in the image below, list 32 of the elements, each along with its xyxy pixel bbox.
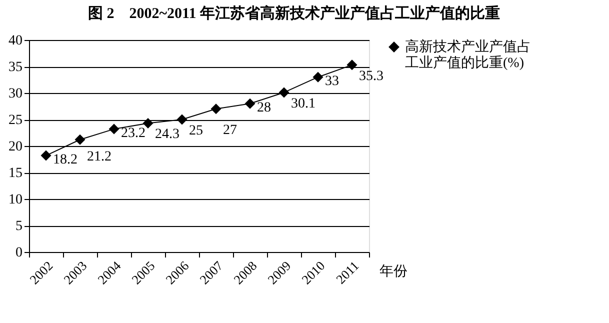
y-tick-label: 40 xyxy=(8,34,22,48)
point xyxy=(278,87,290,98)
point xyxy=(244,98,256,109)
y-tick-label: 0 xyxy=(16,246,22,260)
point xyxy=(176,114,188,125)
point xyxy=(346,60,358,70)
y-tick-label: 15 xyxy=(8,166,22,181)
point xyxy=(142,118,154,128)
y-tick-label: 35 xyxy=(8,60,22,75)
y-tick-label: 10 xyxy=(8,192,22,208)
y-tick-label: 5 xyxy=(16,219,22,234)
data-label: 18.2 xyxy=(53,152,78,168)
chart-title: 图 2 2002~2011 年江苏省高新技术产业产值占工业产值的比重 xyxy=(88,4,500,22)
data-label: 27 xyxy=(223,122,237,138)
y-tick-label: 25 xyxy=(8,113,22,128)
data-label: 23.2 xyxy=(121,126,146,142)
data-label: 33 xyxy=(325,74,339,90)
point xyxy=(74,134,86,145)
data-label: 24.3 xyxy=(155,127,180,142)
point xyxy=(210,104,222,114)
point xyxy=(108,124,120,134)
data-label: 35.3 xyxy=(359,68,384,84)
x-axis-title: 年份 xyxy=(380,264,408,280)
data-label: 25 xyxy=(189,124,203,138)
point xyxy=(312,72,324,82)
point xyxy=(40,150,52,161)
data-label: 28 xyxy=(257,100,271,116)
data-label: 21.2 xyxy=(87,150,112,165)
data-label: 30.1 xyxy=(291,96,316,112)
legend-label: 高新技术产业产值占工业产值的比重(%) xyxy=(405,39,531,71)
y-tick-label: 30 xyxy=(8,86,22,102)
y-tick-label: 20 xyxy=(8,140,22,154)
